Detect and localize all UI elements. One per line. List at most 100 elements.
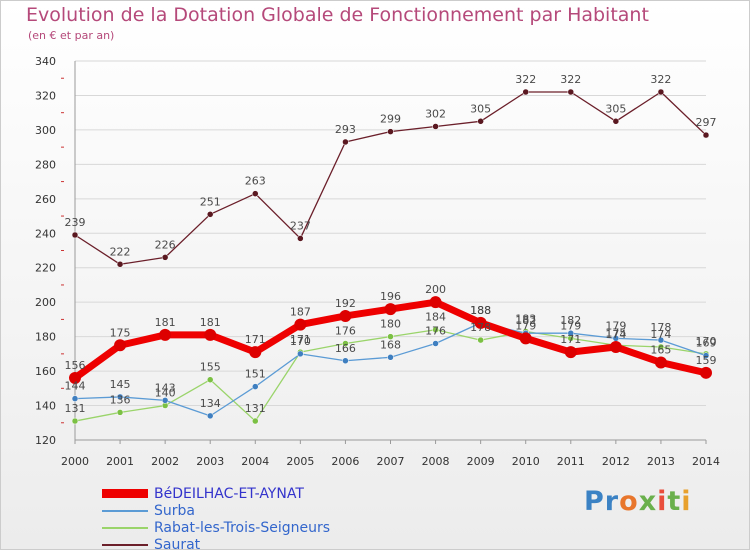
data-point [567,88,575,96]
data-point [297,350,304,358]
x-tick-label: 2009 [467,455,495,468]
data-label: 143 [155,381,176,394]
data-point [294,318,307,331]
x-tick-label: 2001 [106,455,134,468]
data-label: 155 [200,361,221,374]
legend-swatch [102,509,148,512]
legend-item: Rabat-les-Trois-Seigneurs [102,519,330,536]
data-label: 174 [650,328,671,341]
data-point [387,354,394,361]
x-tick-label: 2010 [512,455,540,468]
data-point [522,88,529,96]
data-label: 176 [335,325,356,338]
data-label: 293 [335,123,356,136]
data-label: 237 [290,219,311,232]
data-point [519,332,532,345]
data-label: 159 [696,354,717,367]
chart-legend: BéDEILHAC-ET-AYNAT Surba Rabat-les-Trois-S… [102,485,330,553]
data-label: 179 [515,319,536,332]
data-point [342,340,349,347]
data-label: 184 [425,311,446,324]
data-label: 168 [380,338,401,351]
data-label: 175 [110,326,131,339]
logo-letter: r [604,486,620,517]
x-tick-label: 2008 [422,455,450,468]
data-point [206,376,214,383]
legend-label: BéDEILHAC-ET-AYNAT [154,485,304,502]
data-label: 144 [65,380,86,393]
y-tick-label: 160 [35,365,56,378]
y-tick-label: 240 [35,227,56,240]
x-tick-label: 2004 [241,455,269,468]
x-tick-label: 2014 [692,455,720,468]
logo-letter: o [619,486,639,517]
data-label: 176 [425,325,446,338]
legend-item: Saurat [102,536,330,553]
data-label: 134 [200,397,221,410]
line-chart: 120 140 160 180 200 220 240 260 280 300 320 340 2000… [35,55,720,468]
data-label: 299 [380,113,401,126]
data-label: 169 [696,337,717,350]
data-label: 305 [470,102,491,115]
x-tick-label: 2002 [151,455,179,468]
data-point [342,357,349,365]
data-point [116,261,124,268]
data-point [657,336,665,344]
data-point [702,131,710,139]
legend-swatch [102,489,148,498]
legend-label: Saurat [154,536,201,553]
data-point [249,346,262,359]
data-label: 156 [65,359,86,372]
legend-label: Rabat-les-Trois-Seigneurs [154,519,330,536]
data-point [116,409,124,416]
data-label: 165 [650,343,671,356]
data-label: 192 [335,297,356,310]
data-point [387,333,394,340]
data-point [116,393,124,401]
data-point [384,303,397,316]
data-point [114,339,127,352]
data-label: 226 [155,238,176,251]
x-tick-label: 2005 [286,455,314,468]
y-tick-label: 260 [35,193,56,206]
y-tick-label: 320 [35,89,56,102]
logo-letter: i [657,486,668,517]
data-label: 200 [425,283,446,296]
data-label: 171 [560,333,581,346]
data-point [71,231,79,239]
data-label: 151 [245,368,266,381]
logo-letter: P [584,486,605,517]
x-tick-label: 2003 [196,455,224,468]
data-label: 187 [290,306,311,319]
data-label: 131 [245,402,266,415]
data-label: 174 [605,328,626,341]
data-label: 183 [515,312,536,325]
legend-swatch [102,543,148,546]
data-label: 305 [605,102,626,115]
data-label: 175 [605,326,626,339]
y-tick-label: 280 [35,158,56,171]
data-point [702,352,710,359]
data-label: 170 [696,335,717,348]
data-point [654,356,667,369]
data-point [206,211,214,218]
y-tick-label: 300 [35,124,56,137]
data-point [204,328,217,341]
data-label: 239 [65,216,86,229]
data-point [432,326,439,333]
y-tick-label: 140 [35,400,56,413]
y-tick-label: 220 [35,262,56,275]
data-point [252,417,259,425]
legend-item: BéDEILHAC-ET-AYNAT [102,485,330,502]
data-point [339,309,352,322]
data-label: 196 [380,290,401,303]
proxiti-logo: Proxiti [584,486,692,517]
logo-letter: i [681,486,692,517]
data-label: 180 [380,318,401,331]
y-tick-label: 180 [35,331,56,344]
data-label: 182 [515,314,536,327]
data-point [432,340,439,347]
data-point [252,383,259,390]
legend-item: Surba [102,502,330,519]
